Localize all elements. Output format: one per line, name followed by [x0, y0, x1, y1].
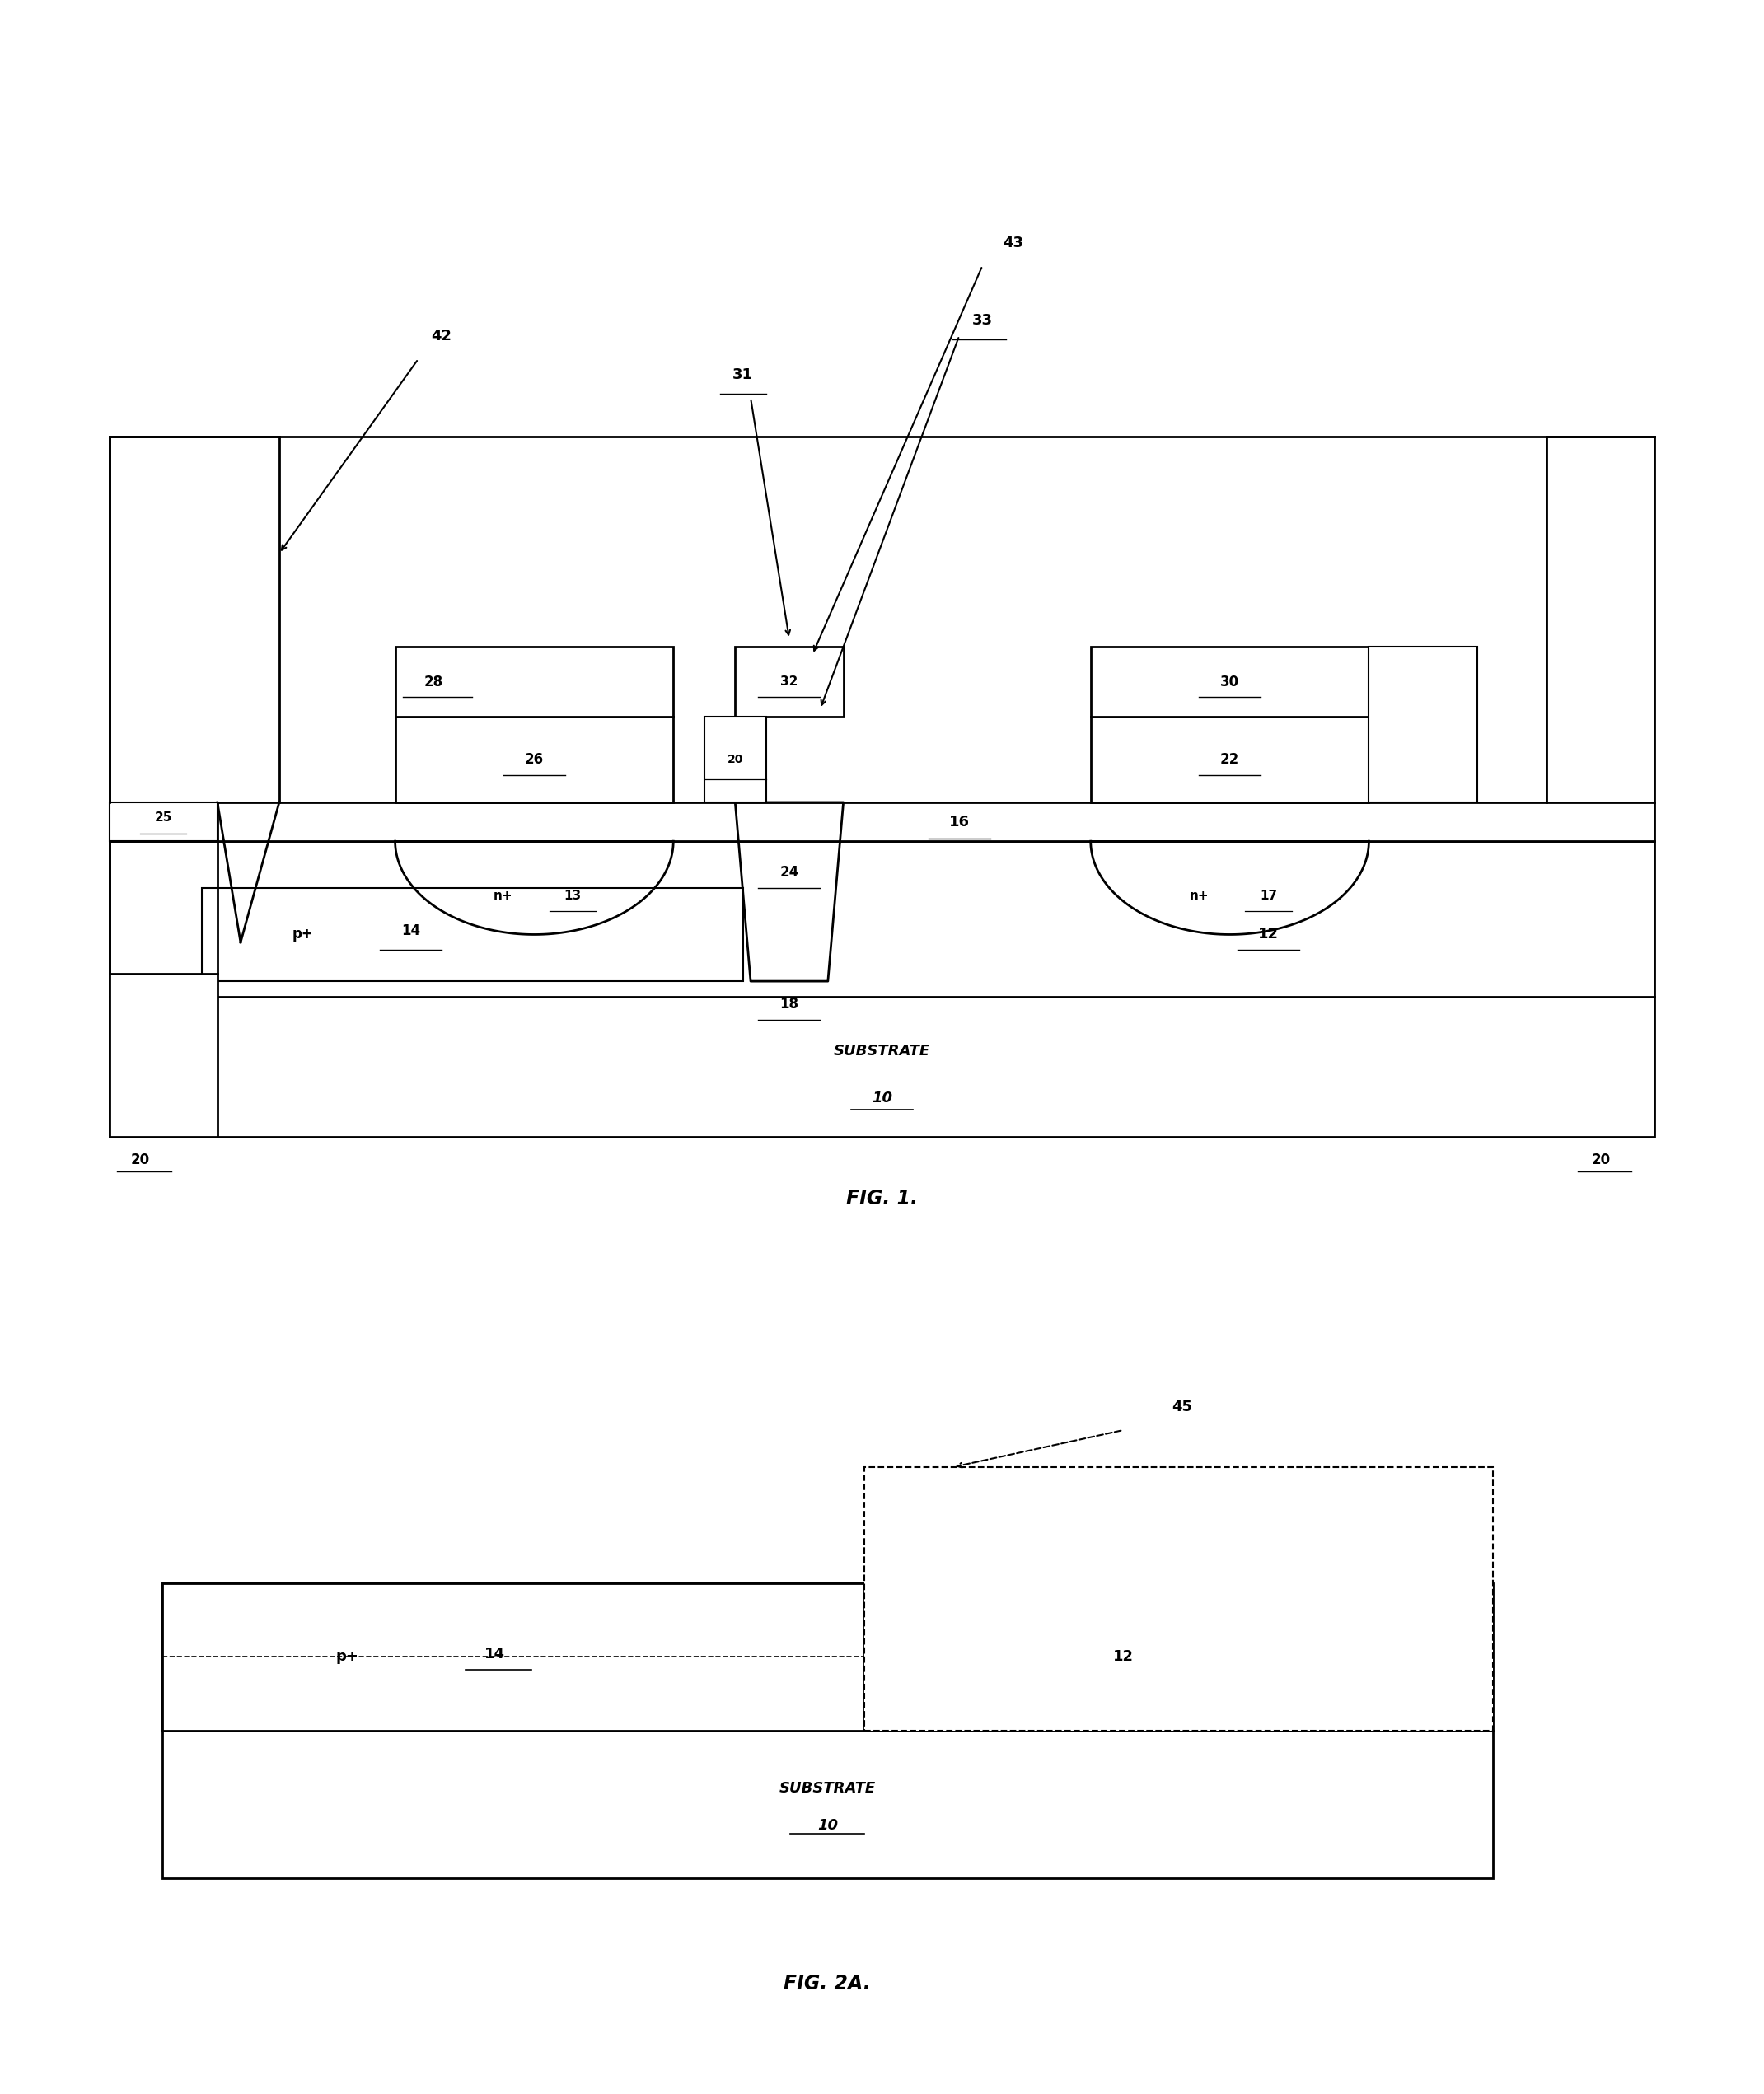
- Text: FIG. 2A.: FIG. 2A.: [783, 1975, 871, 1993]
- Text: p+: p+: [335, 1650, 358, 1665]
- Text: 10: 10: [817, 1818, 838, 1832]
- Text: 22: 22: [1221, 752, 1240, 766]
- Text: 26: 26: [524, 752, 543, 766]
- Bar: [704, 716, 766, 802]
- Text: 25: 25: [155, 812, 173, 825]
- Text: 17: 17: [1259, 890, 1277, 903]
- Text: 13: 13: [564, 890, 582, 903]
- Text: 31: 31: [732, 366, 753, 383]
- Text: FIG. 1.: FIG. 1.: [847, 1189, 917, 1208]
- Text: 12: 12: [1113, 1650, 1134, 1665]
- Text: 14: 14: [485, 1646, 505, 1663]
- Text: 42: 42: [430, 329, 452, 343]
- Text: 10: 10: [871, 1091, 893, 1106]
- Text: 43: 43: [1004, 235, 1023, 249]
- Bar: [109, 802, 1655, 842]
- Text: 20: 20: [131, 1152, 150, 1168]
- Text: n+: n+: [494, 890, 513, 903]
- Text: 30: 30: [1221, 674, 1240, 689]
- Bar: [201, 888, 743, 982]
- Bar: [162, 1583, 864, 1732]
- Text: 16: 16: [949, 815, 970, 829]
- Text: 24: 24: [780, 865, 799, 879]
- Bar: [109, 974, 217, 1137]
- Bar: [109, 802, 217, 842]
- Bar: [162, 1732, 1492, 1878]
- Text: p+: p+: [291, 928, 312, 942]
- Text: n+: n+: [1189, 890, 1208, 903]
- Text: 12: 12: [1258, 928, 1279, 942]
- Bar: [109, 842, 1655, 997]
- Bar: [1090, 647, 1369, 716]
- Bar: [864, 1468, 1492, 1732]
- Text: 14: 14: [400, 923, 420, 938]
- Bar: [1369, 647, 1476, 802]
- Text: SUBSTRATE: SUBSTRATE: [780, 1782, 875, 1797]
- Text: 28: 28: [425, 674, 443, 689]
- Bar: [395, 647, 674, 716]
- Text: 45: 45: [1171, 1399, 1192, 1413]
- Text: SUBSTRATE: SUBSTRATE: [834, 1043, 930, 1060]
- Text: 32: 32: [780, 676, 797, 689]
- Bar: [1090, 716, 1369, 802]
- Bar: [109, 997, 1655, 1137]
- Bar: [395, 716, 674, 802]
- Text: 18: 18: [780, 997, 799, 1011]
- Text: 33: 33: [972, 312, 993, 329]
- Text: 20: 20: [727, 754, 743, 764]
- Bar: [162, 1583, 1492, 1732]
- Text: 20: 20: [1591, 1152, 1611, 1168]
- Bar: [736, 647, 843, 716]
